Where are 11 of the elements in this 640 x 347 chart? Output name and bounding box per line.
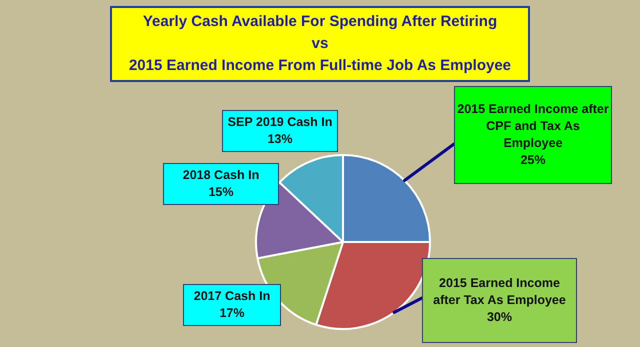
- slice-label: 2015 Earned Income after CPF and Tax As Employee: [457, 101, 609, 152]
- chart-title: Yearly Cash Available For Spending After Retiring vs 2015 Earned Income From Full-time Job As Employee: [110, 6, 530, 82]
- data-label: 15%: [207, 184, 235, 201]
- data-label: 13%: [266, 131, 294, 148]
- data-label: 17%: [218, 305, 246, 322]
- data-label: 30%: [486, 309, 514, 326]
- slice-label: 2015 Earned Income after Tax As Employee: [432, 275, 567, 309]
- slice-label: 2017 Cash In: [192, 288, 272, 305]
- slice-label: 2018 Cash In: [182, 167, 260, 184]
- slice-label: SEP 2019 Cash In: [226, 114, 334, 131]
- data-label: 25%: [519, 152, 547, 169]
